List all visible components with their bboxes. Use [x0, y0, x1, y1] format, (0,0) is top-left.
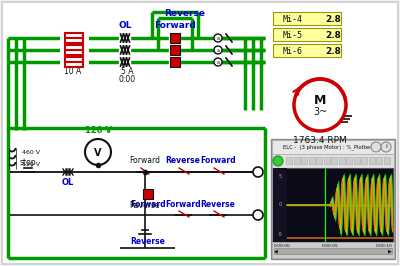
Text: 10 A: 10 A — [64, 67, 82, 76]
Text: 0: 0 — [278, 202, 282, 207]
FancyBboxPatch shape — [273, 168, 287, 242]
Text: a: a — [216, 60, 220, 65]
FancyBboxPatch shape — [273, 168, 393, 242]
FancyBboxPatch shape — [170, 45, 180, 55]
Text: 3~: 3~ — [313, 107, 327, 117]
Text: 2.8: 2.8 — [325, 31, 341, 39]
FancyBboxPatch shape — [170, 57, 180, 67]
Text: OL: OL — [118, 21, 132, 30]
Circle shape — [273, 156, 283, 166]
FancyBboxPatch shape — [354, 157, 360, 164]
Text: a: a — [216, 48, 220, 53]
FancyBboxPatch shape — [324, 157, 330, 164]
Text: 5: 5 — [278, 173, 282, 178]
FancyBboxPatch shape — [384, 157, 390, 164]
FancyBboxPatch shape — [286, 157, 292, 164]
Text: ◀: ◀ — [274, 248, 278, 253]
Text: ELC -  (3 phase Motor) : %_Plotter: ELC - (3 phase Motor) : %_Plotter — [283, 144, 371, 150]
FancyBboxPatch shape — [272, 140, 394, 258]
Text: Forward: Forward — [200, 156, 236, 165]
FancyBboxPatch shape — [2, 2, 398, 264]
Text: V: V — [94, 148, 102, 158]
FancyBboxPatch shape — [272, 242, 394, 258]
FancyBboxPatch shape — [272, 140, 394, 154]
FancyBboxPatch shape — [316, 157, 322, 164]
Text: 5 A: 5 A — [121, 67, 133, 76]
Text: 0:00:00: 0:00:00 — [273, 244, 290, 248]
Circle shape — [253, 167, 263, 177]
Text: OL: OL — [62, 178, 74, 187]
Text: 120 V: 120 V — [84, 126, 112, 135]
FancyBboxPatch shape — [308, 157, 314, 164]
Text: 120 V: 120 V — [22, 161, 40, 167]
Circle shape — [253, 210, 263, 220]
Text: Forward: Forward — [130, 200, 166, 209]
Text: stop: stop — [20, 158, 36, 167]
Circle shape — [371, 142, 381, 152]
FancyBboxPatch shape — [65, 33, 83, 43]
Text: Forward: Forward — [130, 156, 160, 165]
Circle shape — [214, 34, 222, 42]
FancyBboxPatch shape — [361, 157, 367, 164]
Text: Reverse: Reverse — [166, 156, 200, 165]
Text: 0:00: 0:00 — [118, 75, 136, 84]
FancyBboxPatch shape — [294, 157, 300, 164]
FancyBboxPatch shape — [65, 45, 83, 55]
FancyBboxPatch shape — [65, 57, 83, 67]
FancyBboxPatch shape — [272, 154, 394, 168]
Text: ▶: ▶ — [388, 248, 392, 253]
Text: 2.8: 2.8 — [325, 47, 341, 56]
FancyBboxPatch shape — [274, 248, 392, 254]
FancyBboxPatch shape — [273, 28, 341, 41]
Text: 0:00:05: 0:00:05 — [322, 244, 339, 248]
FancyBboxPatch shape — [301, 157, 307, 164]
Circle shape — [214, 58, 222, 66]
Circle shape — [214, 46, 222, 54]
Text: i: i — [385, 144, 387, 149]
FancyBboxPatch shape — [143, 189, 153, 199]
Circle shape — [85, 139, 111, 165]
Text: a: a — [216, 36, 220, 41]
Text: Reverse: Reverse — [130, 201, 160, 210]
FancyBboxPatch shape — [368, 157, 374, 164]
FancyBboxPatch shape — [273, 12, 341, 25]
Circle shape — [294, 79, 346, 131]
Text: Forward: Forward — [165, 200, 201, 209]
Text: Reverse: Reverse — [130, 237, 166, 246]
FancyBboxPatch shape — [170, 33, 180, 43]
Text: 0:00:10: 0:00:10 — [376, 244, 393, 248]
FancyBboxPatch shape — [273, 44, 341, 57]
FancyBboxPatch shape — [331, 157, 337, 164]
FancyBboxPatch shape — [271, 139, 395, 259]
Text: -5: -5 — [278, 231, 282, 236]
FancyBboxPatch shape — [376, 157, 382, 164]
FancyBboxPatch shape — [338, 157, 344, 164]
FancyBboxPatch shape — [346, 157, 352, 164]
Text: Reverse: Reverse — [200, 200, 236, 209]
Text: Mi-4: Mi-4 — [283, 15, 303, 23]
Text: Mi-5: Mi-5 — [283, 31, 303, 39]
Text: Mi-6: Mi-6 — [283, 47, 303, 56]
Text: Forward: Forward — [154, 21, 196, 30]
Circle shape — [381, 142, 391, 152]
Text: 2.8: 2.8 — [325, 15, 341, 23]
Text: 460 V: 460 V — [22, 149, 40, 155]
Text: 1763.4 RPM: 1763.4 RPM — [293, 136, 347, 145]
Text: M: M — [314, 94, 326, 106]
Text: Reverse: Reverse — [164, 9, 206, 18]
